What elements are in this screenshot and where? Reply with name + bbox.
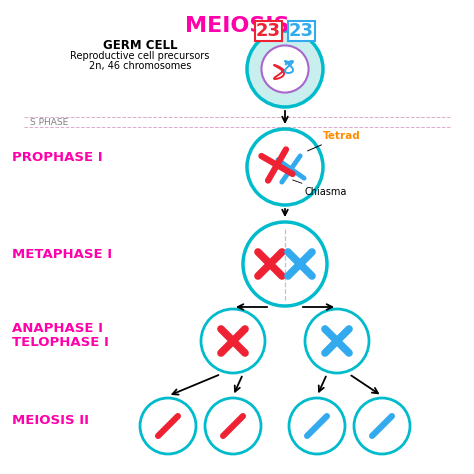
Text: Tetrad: Tetrad — [308, 131, 361, 151]
Text: ANAPHASE I: ANAPHASE I — [12, 322, 103, 336]
Text: MEIOSIS: MEIOSIS — [185, 16, 289, 36]
Circle shape — [243, 222, 327, 306]
Circle shape — [289, 398, 345, 454]
Circle shape — [247, 31, 323, 107]
Circle shape — [305, 309, 369, 373]
Circle shape — [262, 46, 309, 92]
Text: PROPHASE I: PROPHASE I — [12, 151, 103, 164]
Text: 23: 23 — [256, 22, 281, 40]
Text: GERM CELL: GERM CELL — [103, 39, 177, 52]
Text: TELOPHASE I: TELOPHASE I — [12, 337, 109, 349]
Circle shape — [205, 398, 261, 454]
Text: 23: 23 — [289, 22, 314, 40]
Text: MEIOSIS II: MEIOSIS II — [12, 414, 89, 428]
Text: METAPHASE I: METAPHASE I — [12, 247, 112, 261]
Text: Reproductive cell precursors: Reproductive cell precursors — [70, 51, 210, 61]
Text: 2n, 46 chromosomes: 2n, 46 chromosomes — [89, 61, 191, 71]
Circle shape — [140, 398, 196, 454]
Text: Chiasma: Chiasma — [292, 180, 347, 197]
Circle shape — [247, 129, 323, 205]
Circle shape — [354, 398, 410, 454]
Text: S PHASE: S PHASE — [30, 118, 68, 127]
Circle shape — [201, 309, 265, 373]
